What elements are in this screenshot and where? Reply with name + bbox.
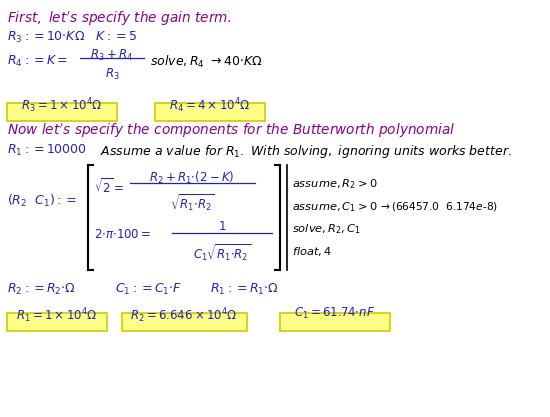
FancyBboxPatch shape xyxy=(7,313,107,331)
Text: $R_2 = 6.646\times 10^{4}\Omega$: $R_2 = 6.646\times 10^{4}\Omega$ xyxy=(130,306,238,325)
Text: $R_1 := R_1 {\cdot} \Omega$: $R_1 := R_1 {\cdot} \Omega$ xyxy=(210,282,279,297)
Text: $R_1 := 10000$: $R_1 := 10000$ xyxy=(7,143,87,158)
Text: $1$: $1$ xyxy=(218,220,226,233)
Text: $\mathit{solve} , R_4 \  \rightarrow 40 {\cdot} K\Omega$: $\mathit{solve} , R_4 \ \rightarrow 40 {… xyxy=(150,54,262,70)
Text: $\sqrt{R_1 {\cdot} R_2}$: $\sqrt{R_1 {\cdot} R_2}$ xyxy=(170,192,214,213)
Text: $\sqrt{2} =$: $\sqrt{2} =$ xyxy=(94,177,124,196)
Text: $C_1 = 61.74 {\cdot} nF$: $C_1 = 61.74 {\cdot} nF$ xyxy=(294,306,376,321)
Text: $R_2 + R_1 {\cdot} (2 - K)$: $R_2 + R_1 {\cdot} (2 - K)$ xyxy=(149,170,235,186)
Text: $C_1\sqrt{R_1 {\cdot} R_2}$: $C_1\sqrt{R_1 {\cdot} R_2}$ xyxy=(193,242,251,263)
Text: $C_1 := C_1 {\cdot} F$: $C_1 := C_1 {\cdot} F$ xyxy=(115,282,182,297)
Text: $\mathit{assume} , R_2 > 0$: $\mathit{assume} , R_2 > 0$ xyxy=(292,177,378,191)
FancyBboxPatch shape xyxy=(7,103,117,121)
FancyBboxPatch shape xyxy=(280,313,390,331)
Text: $R_1 = 1\times 10^{4}\Omega$: $R_1 = 1\times 10^{4}\Omega$ xyxy=(16,306,98,325)
Text: $\mathit{Assume\ a\ value\ for\ } R_1 \mathit{.\ With\ solving,\ ignoring\ units: $\mathit{Assume\ a\ value\ for\ } R_1 \m… xyxy=(100,143,512,160)
Text: $R_3$: $R_3$ xyxy=(104,67,119,82)
Text: $\mathit{assume} , C_1 > 0$: $\mathit{assume} , C_1 > 0$ xyxy=(292,200,378,214)
Text: $\rightarrow (66457.0\ \ 6.174e\text{-}8)$: $\rightarrow (66457.0\ \ 6.174e\text{-}8… xyxy=(378,200,498,213)
Text: $\mathit{(R_2\ \ C_1) :=}$: $\mathit{(R_2\ \ C_1) :=}$ xyxy=(7,193,77,209)
Text: $\mathit{Now\ let' s\ specify\ the\ components\ for\ the\ Butterworth\ polynomia: $\mathit{Now\ let' s\ specify\ the\ comp… xyxy=(7,122,455,140)
FancyBboxPatch shape xyxy=(122,313,247,331)
Text: $R_4 := K =$: $R_4 := K =$ xyxy=(7,54,68,69)
Text: $R_2 := R_2 {\cdot} \Omega$: $R_2 := R_2 {\cdot} \Omega$ xyxy=(7,282,76,297)
Text: $\mathit{First,\ let' s\ specify\ the\ gain\ term.}$: $\mathit{First,\ let' s\ specify\ the\ g… xyxy=(7,10,232,28)
Text: $R_3 + R_4$: $R_3 + R_4$ xyxy=(90,48,134,63)
Text: $R_3 = 1\times 10^{4}\Omega$: $R_3 = 1\times 10^{4}\Omega$ xyxy=(21,96,103,115)
Text: $2 {\cdot} \pi {\cdot} 100 =$: $2 {\cdot} \pi {\cdot} 100 =$ xyxy=(94,228,151,241)
Text: $\mathit{float} , 4$: $\mathit{float} , 4$ xyxy=(292,245,332,258)
Text: $R_4 = 4\times 10^{4}\Omega$: $R_4 = 4\times 10^{4}\Omega$ xyxy=(169,96,251,115)
FancyBboxPatch shape xyxy=(155,103,265,121)
Text: $\mathit{solve} , R_2 , C_1$: $\mathit{solve} , R_2 , C_1$ xyxy=(292,222,361,236)
Text: $R_3 := 10 {\cdot} K\Omega \quad K := 5$: $R_3 := 10 {\cdot} K\Omega \quad K := 5$ xyxy=(7,30,138,45)
